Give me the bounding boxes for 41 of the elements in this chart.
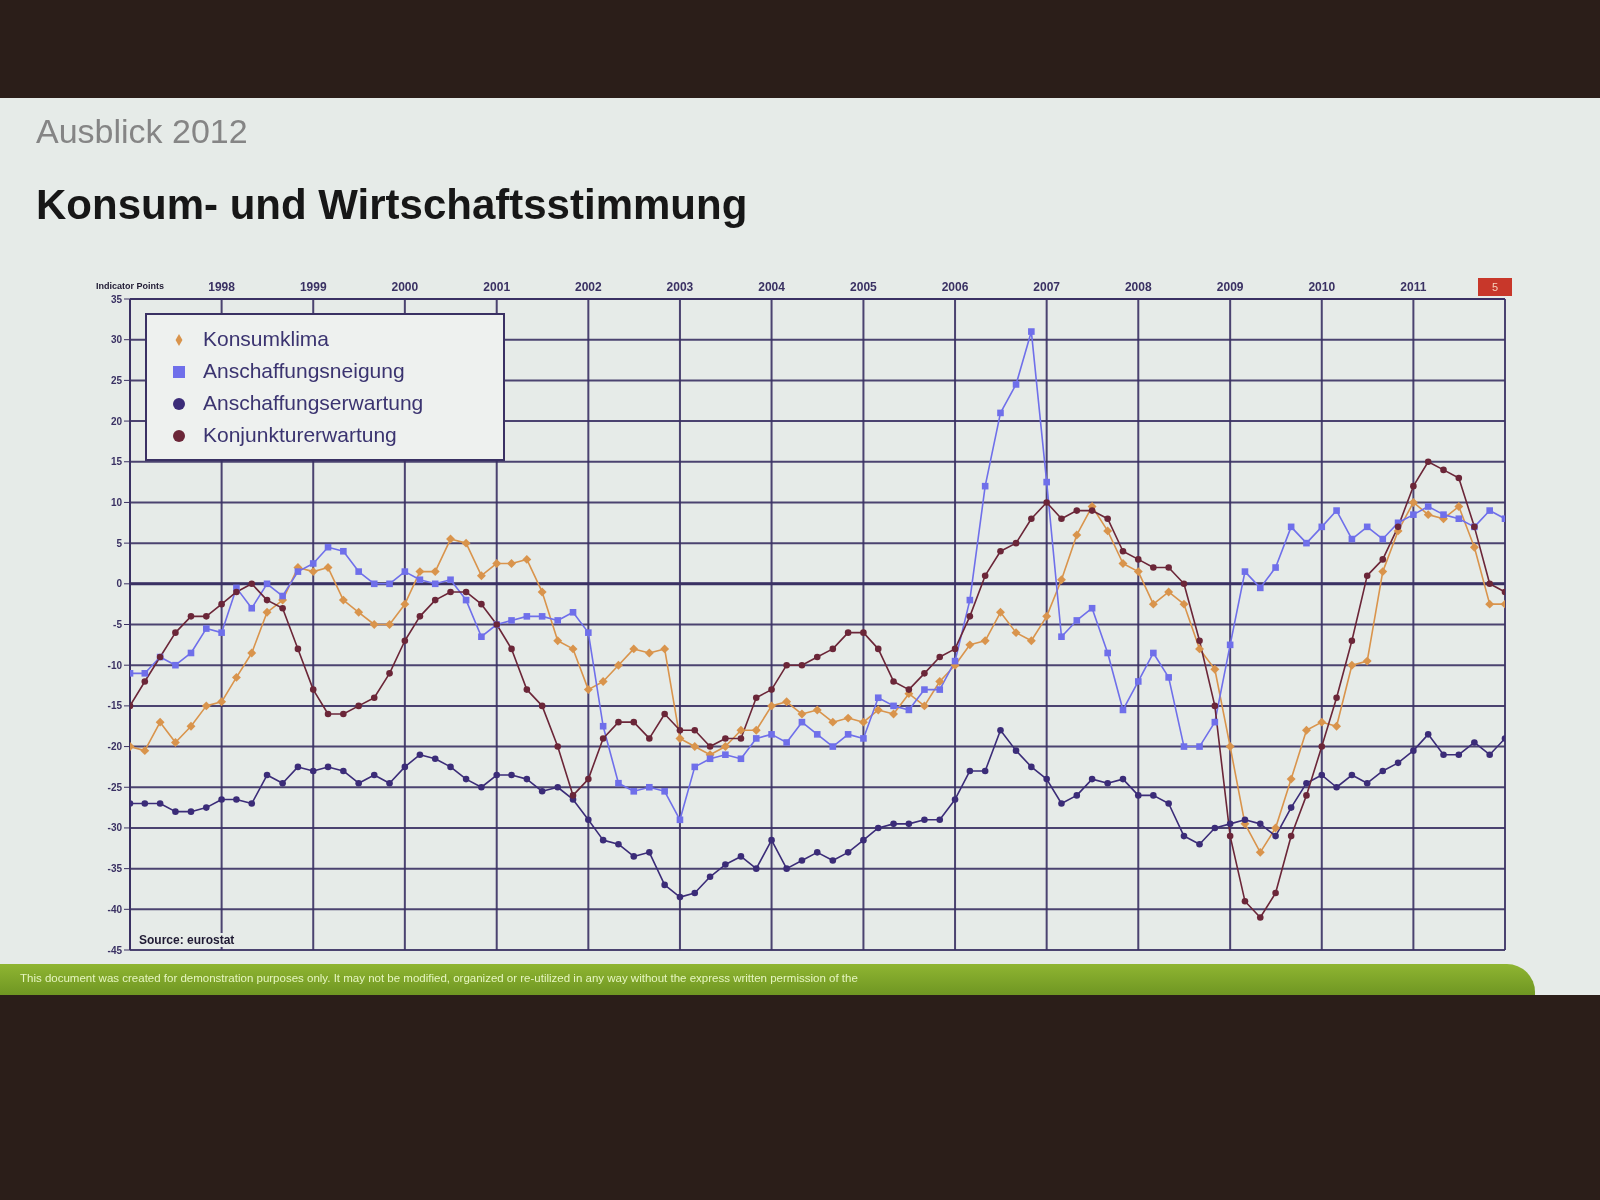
- x-tick-label: 1998: [208, 280, 236, 294]
- y-tick-label: 0: [116, 578, 123, 590]
- y-tick-label: 30: [110, 334, 123, 346]
- x-tick-label: 2004: [758, 280, 786, 294]
- y-tick-label: -15: [107, 700, 123, 712]
- x-tick-label: 2000: [391, 280, 419, 294]
- x-tick-label: 2003: [666, 280, 694, 294]
- y-tick-label: 10: [110, 496, 123, 508]
- x-tick-label: 2001: [483, 280, 511, 294]
- y-tick-label: 20: [110, 415, 123, 427]
- text: This document was created for demonstration purposes only. It may not be modified, organized or re-utilized in any way without the express written permission of the: [20, 972, 858, 984]
- legend-label: Anschaffungsneigung: [203, 359, 405, 382]
- x-tick-label: 1999: [299, 280, 327, 294]
- legend-label: Anschaffungserwartung: [203, 391, 424, 414]
- x-tick-label: 2005: [850, 280, 878, 294]
- y-tick-label: -45: [107, 944, 123, 956]
- x-tick-label: 2010: [1308, 280, 1336, 294]
- y-tick-label: -40: [107, 903, 123, 915]
- y-tick-label: -10: [107, 659, 123, 671]
- y-tick-label: -35: [107, 863, 123, 875]
- text: 5: [1478, 278, 1513, 296]
- y-tick-label: -30: [107, 822, 123, 834]
- legend-label: Konjunkturerwartung: [203, 423, 397, 446]
- x-tick-label: 2007: [1033, 280, 1061, 294]
- y-axis-title: Indicator Points: [96, 281, 165, 291]
- y-tick-label: -5: [113, 619, 123, 631]
- chart-subtitle: Ausblick 2012: [36, 112, 248, 151]
- y-tick-label: 35: [110, 293, 123, 305]
- x-tick-label: 2002: [574, 280, 602, 294]
- annotation: Source: eurostat: [136, 933, 238, 947]
- y-tick-label: -20: [107, 741, 123, 753]
- chart-title: Konsum- und Wirtschaftsstimmung: [36, 181, 748, 229]
- y-tick-label: -25: [107, 781, 123, 793]
- x-tick-label: 2009: [1216, 280, 1244, 294]
- x-tick-label: 2011: [1400, 280, 1427, 294]
- x-tick-label: 2008: [1124, 280, 1152, 294]
- x-tick-label: 2006: [941, 280, 969, 294]
- y-tick-label: 5: [116, 537, 123, 549]
- legend-label: Konsumklima: [203, 327, 330, 350]
- y-tick-label: 15: [110, 456, 123, 468]
- y-tick-label: 25: [110, 374, 123, 386]
